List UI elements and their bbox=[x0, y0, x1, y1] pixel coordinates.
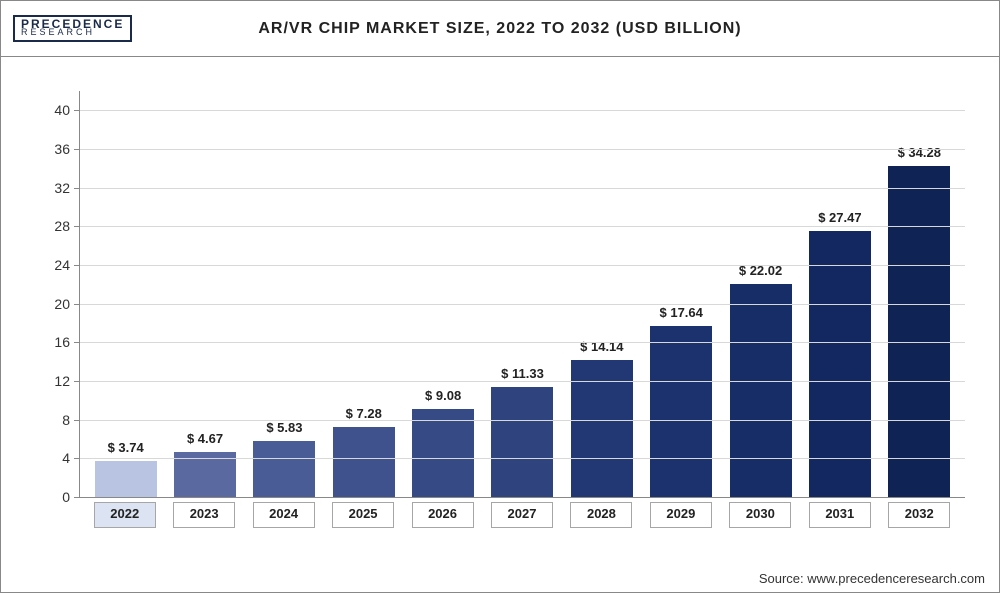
grid-line bbox=[80, 342, 965, 343]
x-category: 2024 bbox=[244, 498, 323, 528]
bar bbox=[491, 387, 553, 497]
grid-line bbox=[80, 458, 965, 459]
bar-value-label: $ 34.28 bbox=[898, 145, 941, 160]
bar-wrap: $ 5.83 bbox=[245, 91, 324, 497]
bar-value-label: $ 5.83 bbox=[266, 420, 302, 435]
grid-line bbox=[80, 149, 965, 150]
header: PRECEDENCE RESEARCH AR/VR CHIP MARKET SI… bbox=[1, 1, 999, 57]
x-category-label: 2030 bbox=[729, 502, 791, 528]
x-category: 2030 bbox=[721, 498, 800, 528]
x-category: 2027 bbox=[482, 498, 561, 528]
bar-wrap: $ 14.14 bbox=[562, 91, 641, 497]
x-category-label: 2026 bbox=[412, 502, 474, 528]
bar-value-label: $ 4.67 bbox=[187, 431, 223, 446]
bar bbox=[333, 427, 395, 497]
y-tick-mark bbox=[74, 458, 80, 459]
y-tick-mark bbox=[74, 226, 80, 227]
y-tick-mark bbox=[74, 188, 80, 189]
y-tick-mark bbox=[74, 420, 80, 421]
bar-wrap: $ 22.02 bbox=[721, 91, 800, 497]
grid-line bbox=[80, 420, 965, 421]
bar-value-label: $ 17.64 bbox=[660, 305, 703, 320]
grid-line bbox=[80, 381, 965, 382]
bar-wrap: $ 17.64 bbox=[642, 91, 721, 497]
bar-wrap: $ 7.28 bbox=[324, 91, 403, 497]
bar-value-label: $ 7.28 bbox=[346, 406, 382, 421]
bar bbox=[650, 326, 712, 497]
bar bbox=[412, 409, 474, 497]
x-category-label: 2028 bbox=[570, 502, 632, 528]
x-category: 2022 bbox=[85, 498, 164, 528]
y-tick-mark bbox=[74, 110, 80, 111]
x-category-label: 2031 bbox=[809, 502, 871, 528]
y-tick-mark bbox=[74, 381, 80, 382]
bar-value-label: $ 11.33 bbox=[501, 366, 544, 381]
x-axis: 2022 2023 2024 2025 2026 2027 2028 2029 2030 2031… bbox=[79, 498, 965, 528]
bar bbox=[809, 231, 871, 497]
y-tick-mark bbox=[74, 149, 80, 150]
x-category: 2031 bbox=[800, 498, 879, 528]
bar-value-label: $ 9.08 bbox=[425, 388, 461, 403]
bar-wrap: $ 34.28 bbox=[880, 91, 959, 497]
x-category-label: 2022 bbox=[94, 502, 156, 528]
bar bbox=[730, 284, 792, 497]
chart-container: PRECEDENCE RESEARCH AR/VR CHIP MARKET SI… bbox=[0, 0, 1000, 593]
grid-line bbox=[80, 110, 965, 111]
bar bbox=[253, 441, 315, 497]
x-category: 2023 bbox=[164, 498, 243, 528]
x-category: 2032 bbox=[880, 498, 959, 528]
bars-group: $ 3.74 $ 4.67 $ 5.83 $ 7.28 $ 9.08 $ 11.33 $ 1… bbox=[80, 91, 965, 497]
plot-area: $ 3.74 $ 4.67 $ 5.83 $ 7.28 $ 9.08 $ 11.33 $ 1… bbox=[79, 91, 965, 498]
x-category-label: 2027 bbox=[491, 502, 553, 528]
bar-wrap: $ 11.33 bbox=[483, 91, 562, 497]
grid-line bbox=[80, 265, 965, 266]
x-category-label: 2025 bbox=[332, 502, 394, 528]
x-category: 2026 bbox=[403, 498, 482, 528]
source-attribution: Source: www.precedenceresearch.com bbox=[759, 571, 985, 586]
bar-wrap: $ 9.08 bbox=[403, 91, 482, 497]
bar-wrap: $ 27.47 bbox=[800, 91, 879, 497]
x-category-label: 2029 bbox=[650, 502, 712, 528]
grid-line bbox=[80, 226, 965, 227]
bar bbox=[888, 166, 950, 497]
x-category-label: 2024 bbox=[253, 502, 315, 528]
bar-wrap: $ 4.67 bbox=[165, 91, 244, 497]
y-tick-mark bbox=[74, 342, 80, 343]
x-category: 2025 bbox=[323, 498, 402, 528]
bar-value-label: $ 3.74 bbox=[108, 440, 144, 455]
y-tick-mark bbox=[74, 265, 80, 266]
grid-line bbox=[80, 304, 965, 305]
x-category: 2028 bbox=[562, 498, 641, 528]
bar bbox=[95, 461, 157, 497]
bar-value-label: $ 27.47 bbox=[818, 210, 861, 225]
x-category: 2029 bbox=[641, 498, 720, 528]
chart-title: AR/VR CHIP MARKET SIZE, 2022 TO 2032 (US… bbox=[1, 20, 999, 38]
x-category-label: 2023 bbox=[173, 502, 235, 528]
bar-wrap: $ 3.74 bbox=[86, 91, 165, 497]
grid-line bbox=[80, 188, 965, 189]
y-tick-mark bbox=[74, 304, 80, 305]
x-category-label: 2032 bbox=[888, 502, 950, 528]
chart-area: $ 3.74 $ 4.67 $ 5.83 $ 7.28 $ 9.08 $ 11.33 $ 1… bbox=[79, 91, 965, 528]
